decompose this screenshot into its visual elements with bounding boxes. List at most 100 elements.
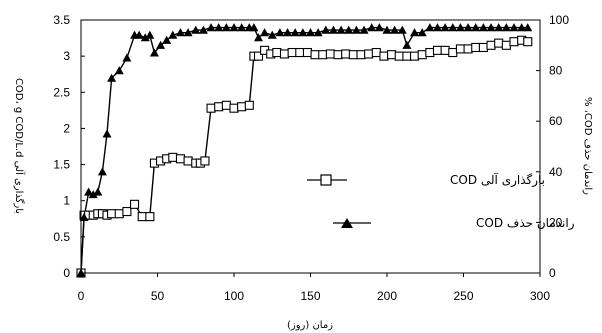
data-point-loading	[486, 40, 496, 50]
data-point-loading	[200, 156, 210, 166]
data-point-removal	[501, 23, 511, 32]
y-axis-right-title: راندمان حذف COD، %	[582, 97, 593, 195]
data-point-removal	[410, 28, 420, 37]
data-point-removal	[79, 212, 89, 221]
right-axis-ticks: 0 20 40 60 80 100	[536, 13, 569, 280]
data-point-removal	[344, 25, 354, 34]
data-point-removal	[107, 73, 117, 82]
data-point-loading	[417, 50, 427, 60]
data-point-removal	[359, 25, 369, 34]
data-point-removal	[214, 23, 224, 32]
legend-square-marker	[320, 174, 332, 186]
y-right-tick-label: 60	[549, 114, 563, 128]
y-axis-left-title: بارگذاری آلی COD، g COD/L.d	[13, 78, 26, 214]
plot-frame	[80, 19, 541, 274]
y-left-tick-label: 1	[63, 194, 70, 208]
data-point-loading	[244, 100, 254, 110]
data-point-removal	[93, 187, 103, 196]
data-point-removal	[283, 28, 293, 37]
data-point-loading	[341, 49, 351, 59]
data-point-loading	[137, 212, 147, 222]
data-point-removal	[168, 30, 178, 39]
left-axis-ticks: 0 0.5 1 1.5 2 2.5 3 3.5	[53, 13, 85, 280]
data-point-removal	[149, 48, 159, 57]
data-point-removal	[351, 25, 361, 34]
data-point-removal	[84, 187, 94, 196]
series-lines	[80, 26, 528, 274]
data-point-removal	[134, 30, 144, 39]
data-point-loading	[409, 51, 420, 61]
data-point-loading	[379, 51, 389, 61]
data-point-removal	[290, 28, 300, 37]
data-point-loading	[279, 49, 290, 59]
data-point-loading	[206, 103, 216, 113]
data-point-loading	[183, 156, 193, 166]
data-point-removal	[298, 28, 308, 37]
legend-entry-removal: راندمان حذف COD	[333, 216, 575, 231]
data-point-loading	[523, 37, 533, 47]
x-tick-label: 0	[78, 289, 85, 303]
data-point-removal	[237, 23, 247, 32]
data-point-loading	[272, 47, 282, 58]
data-point-removal	[455, 23, 465, 32]
data-point-loading	[130, 199, 140, 209]
data-point-removal	[448, 23, 458, 32]
data-point-removal	[478, 23, 488, 32]
data-point-loading	[432, 45, 443, 55]
series-markers	[76, 23, 533, 278]
data-point-removal	[374, 23, 384, 32]
data-point-removal	[517, 23, 527, 32]
x-tick-label: 250	[453, 289, 473, 303]
data-point-removal	[336, 25, 346, 34]
data-point-loading	[107, 209, 117, 219]
data-point-loading	[237, 102, 247, 112]
data-point-loading	[287, 47, 297, 58]
legend-triangle-marker	[341, 218, 353, 228]
legend-label-removal: راندمان حذف COD	[476, 216, 575, 231]
data-point-loading	[175, 154, 185, 164]
series-line-1	[80, 26, 528, 274]
y-right-tick-label: 80	[549, 64, 563, 78]
data-point-removal	[313, 28, 323, 37]
data-point-loading	[364, 49, 374, 59]
data-point-removal	[191, 25, 201, 34]
y-right-tick-label: 0	[549, 266, 556, 280]
data-point-loading	[318, 50, 328, 60]
data-point-removal	[509, 23, 519, 32]
data-point-loading	[214, 102, 224, 112]
data-point-loading	[295, 47, 305, 58]
data-point-removal	[206, 23, 216, 32]
data-point-removal	[175, 28, 185, 37]
data-point-removal	[486, 23, 496, 32]
data-point-removal	[97, 167, 107, 176]
data-point-removal	[367, 23, 377, 32]
data-point-removal	[440, 23, 450, 32]
data-point-loading	[494, 38, 504, 48]
y-right-tick-label: 100	[549, 13, 569, 27]
data-point-loading	[325, 49, 335, 59]
x-tick-label: 200	[377, 289, 397, 303]
data-point-removal	[114, 66, 124, 75]
y-left-tick-label: 3	[63, 49, 70, 63]
data-point-removal	[390, 25, 400, 34]
data-point-loading	[478, 42, 488, 53]
data-point-removal	[417, 28, 427, 37]
data-point-removal	[275, 28, 285, 37]
data-point-loading	[509, 37, 519, 47]
legend-entry-loading: بارگذاری آلی COD	[307, 172, 545, 188]
data-point-loading	[348, 50, 358, 60]
data-point-removal	[463, 23, 473, 32]
x-tick-label: 100	[224, 289, 244, 303]
data-point-removal	[249, 23, 259, 32]
data-point-removal	[140, 33, 150, 42]
x-axis-ticks: 0 50 100 150 200 250 300	[78, 273, 550, 303]
y-left-tick-label: 2	[63, 121, 70, 135]
y-left-tick-label: 3.5	[53, 13, 70, 27]
data-point-loading	[310, 50, 320, 60]
data-point-loading	[114, 209, 124, 219]
data-point-loading	[302, 47, 312, 58]
data-point-loading	[371, 47, 381, 58]
data-point-removal	[156, 40, 166, 49]
series-line-0	[80, 39, 528, 274]
